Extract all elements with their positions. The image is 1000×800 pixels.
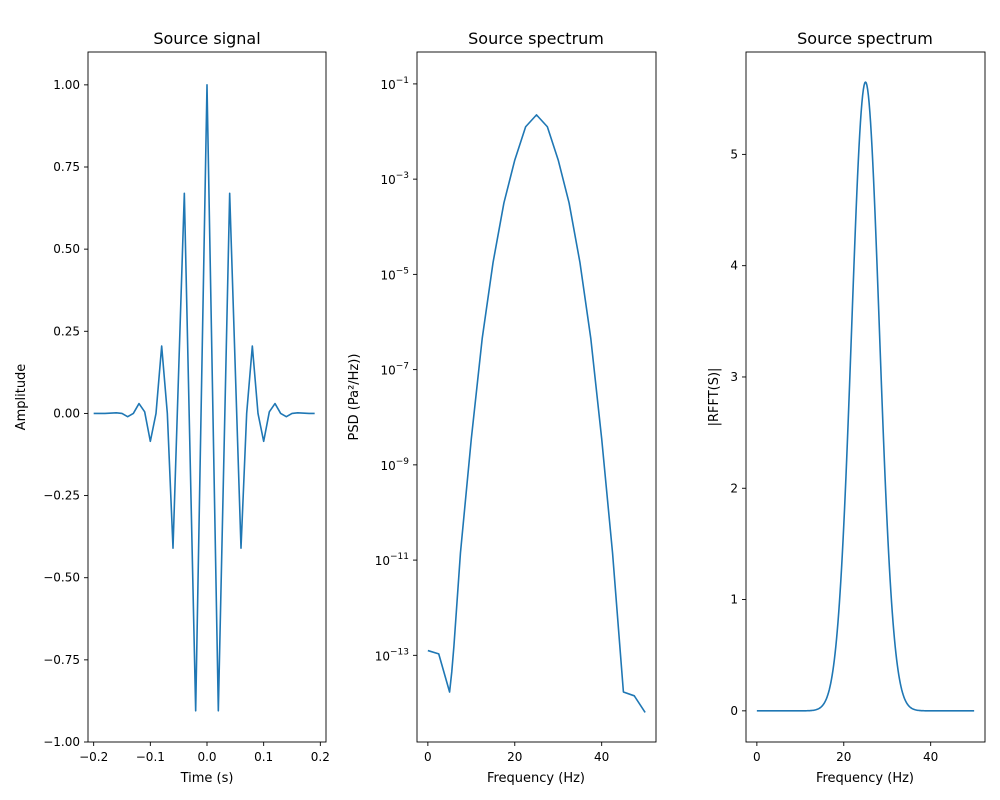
y-tick-label: 10−1 — [380, 76, 409, 92]
x-tick-label: 0.2 — [311, 750, 330, 764]
y-tick-label: 3 — [730, 370, 738, 384]
series-line — [93, 84, 315, 712]
y-axis-label: Amplitude — [14, 364, 29, 431]
y-tick-label: 0.50 — [53, 242, 80, 256]
y-tick-label: 10−13 — [375, 647, 409, 663]
y-tick-label: 4 — [730, 259, 738, 273]
series-line — [427, 114, 646, 713]
x-tick-label: 0 — [753, 750, 761, 764]
y-tick-label: 0 — [730, 704, 738, 718]
y-tick-label: 0.00 — [53, 406, 80, 420]
y-tick-label: −0.75 — [43, 653, 80, 667]
y-tick-label: 10−7 — [380, 362, 409, 378]
y-tick-label: 0.25 — [53, 324, 80, 338]
x-tick-label: 0.0 — [197, 750, 216, 764]
panel-source-spectrum-psd: Source spectrum Frequency (Hz) PSD (Pa²/… — [347, 29, 657, 786]
y-tick-label: 0.75 — [53, 160, 80, 174]
chart-title: Source spectrum — [468, 29, 604, 48]
x-axis-label: Time (s) — [180, 771, 234, 786]
panel-source-spectrum-rfft: Source spectrum Frequency (Hz) |RFFT(S)|… — [707, 29, 986, 786]
y-tick-label: 5 — [730, 147, 738, 161]
y-axis-label: PSD (Pa²/Hz)) — [347, 354, 362, 441]
y-tick-label: −0.50 — [43, 571, 80, 585]
series-line — [756, 81, 975, 712]
x-tick-label: −0.2 — [79, 750, 108, 764]
y-tick-label: −0.25 — [43, 489, 80, 503]
chart-title: Source spectrum — [797, 29, 933, 48]
axes-frame — [745, 51, 986, 743]
y-axis-label: |RFFT(S)| — [707, 368, 722, 427]
y-tick-label: 1 — [730, 593, 738, 607]
axes-frame — [416, 51, 657, 743]
x-tick-label: 0 — [424, 750, 432, 764]
x-tick-label: 20 — [507, 750, 522, 764]
chart-title: Source signal — [153, 29, 260, 48]
y-tick-label: −1.00 — [43, 735, 80, 749]
y-tick-label: 10−9 — [380, 457, 409, 473]
x-axis-label: Frequency (Hz) — [487, 771, 585, 786]
x-axis-label: Frequency (Hz) — [816, 771, 914, 786]
y-tick-label: 10−5 — [380, 266, 409, 282]
y-tick-label: 2 — [730, 481, 738, 495]
y-tick-label: 1.00 — [53, 78, 80, 92]
x-tick-label: 0.1 — [254, 750, 273, 764]
x-tick-label: 40 — [923, 750, 938, 764]
x-tick-label: 20 — [836, 750, 851, 764]
panel-source-signal: Source signal Time (s) Amplitude −0.2 −0.… — [14, 29, 330, 786]
x-tick-label: −0.1 — [136, 750, 165, 764]
x-tick-label: 40 — [594, 750, 609, 764]
y-tick-label: 10−11 — [375, 552, 409, 568]
y-tick-label: 10−3 — [380, 171, 409, 187]
